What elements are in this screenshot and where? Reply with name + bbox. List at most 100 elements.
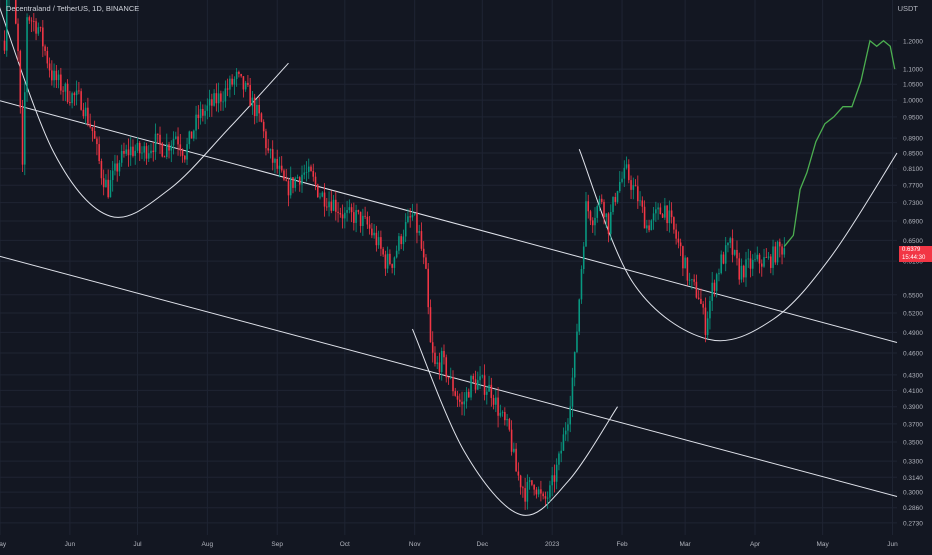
candle	[332, 194, 335, 212]
candle	[402, 229, 405, 251]
candle	[628, 159, 630, 184]
candle	[177, 127, 179, 156]
candle-body	[418, 231, 420, 233]
candle	[326, 197, 328, 211]
candle	[283, 168, 285, 182]
candle-body	[546, 497, 549, 499]
candle-body	[132, 146, 134, 156]
candle-body	[269, 149, 272, 151]
candle	[571, 367, 574, 418]
candle	[519, 474, 522, 495]
candle-body	[625, 164, 628, 168]
candle-body	[371, 228, 373, 236]
candle-body	[35, 21, 37, 34]
candle-body	[296, 177, 299, 179]
candle-body	[238, 71, 240, 74]
candle-body	[235, 71, 238, 79]
candle	[540, 480, 542, 502]
candle-body	[64, 83, 67, 92]
candle	[715, 272, 718, 298]
grid	[0, 0, 897, 535]
candle	[603, 199, 605, 225]
candle	[664, 197, 666, 220]
candle	[704, 297, 707, 343]
candle-body	[560, 450, 562, 454]
candle-body	[483, 375, 486, 395]
candle	[229, 75, 231, 98]
candle	[562, 427, 565, 451]
candle-body	[206, 105, 209, 111]
candle-body	[684, 257, 686, 269]
candle-body	[310, 166, 312, 172]
price-tick-label: 0.9500	[903, 114, 923, 121]
candle	[652, 207, 655, 230]
candle-body	[253, 97, 256, 117]
candle	[193, 129, 195, 142]
candle	[594, 207, 596, 236]
price-tick-label: 0.3700	[903, 421, 923, 428]
candle-body	[693, 279, 695, 282]
candle-body	[202, 108, 204, 116]
cup-curve	[578, 149, 898, 342]
candle	[33, 12, 35, 32]
candle-body	[222, 101, 224, 103]
candle	[661, 213, 664, 218]
candle-body	[204, 110, 206, 116]
candle-body	[517, 471, 520, 476]
candle	[93, 120, 96, 139]
candle	[567, 418, 569, 442]
candle-body	[724, 245, 727, 264]
time-axis[interactable]: May Jun Jul Aug Sep Oct Nov Dec 2023 Feb Mar Apr May…	[0, 541, 898, 548]
candle-body	[368, 224, 371, 229]
candle-body	[585, 201, 587, 247]
candle	[175, 131, 177, 140]
candle-body	[526, 481, 529, 502]
candle-body	[747, 258, 750, 260]
candle	[51, 60, 53, 86]
candle	[233, 76, 236, 95]
candle-body	[569, 406, 571, 425]
candle	[646, 219, 648, 233]
candle	[546, 491, 549, 509]
cup-curve	[411, 328, 618, 516]
candle	[483, 364, 486, 401]
candle-body	[87, 107, 89, 124]
candle	[57, 70, 60, 89]
candle-body	[742, 265, 745, 278]
candle-body	[348, 207, 351, 211]
candle-body	[700, 298, 702, 304]
candle	[549, 480, 551, 502]
candle	[486, 385, 488, 405]
candle	[616, 190, 619, 204]
price-tick-label: 1.1000	[903, 67, 923, 74]
candle-body	[655, 209, 657, 214]
candle	[783, 237, 786, 258]
candle	[544, 491, 547, 506]
candle-body	[242, 76, 245, 90]
candle-body	[400, 236, 402, 245]
candle	[686, 257, 689, 286]
candle	[600, 194, 603, 205]
price-tick-label: 1.0500	[903, 82, 923, 89]
candle	[377, 230, 380, 249]
candle-body	[350, 207, 353, 213]
chart-title: Decentraland / TetherUS, 1D, BINANCE	[6, 4, 140, 13]
price-axis[interactable]: 1.2000 1.1000 1.0500 1.0000 0.9500 0.8900 0.85…	[903, 38, 923, 527]
candle-body	[598, 198, 601, 207]
candle	[213, 89, 215, 107]
candle	[733, 249, 736, 257]
candle	[287, 177, 290, 207]
candle	[479, 366, 481, 390]
candle-body	[533, 484, 535, 490]
price-tick-label: 0.3500	[903, 439, 923, 446]
candle	[197, 105, 200, 130]
candle-body	[93, 131, 96, 139]
candle	[742, 264, 745, 283]
candle-body	[553, 475, 556, 482]
candle	[71, 91, 73, 109]
candle	[35, 18, 37, 41]
candle-body	[702, 303, 704, 308]
candle-body	[39, 27, 42, 29]
